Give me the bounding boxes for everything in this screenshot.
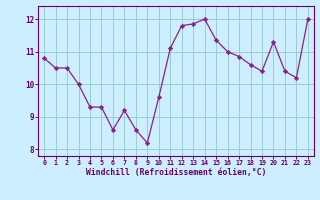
X-axis label: Windchill (Refroidissement éolien,°C): Windchill (Refroidissement éolien,°C)	[86, 168, 266, 177]
